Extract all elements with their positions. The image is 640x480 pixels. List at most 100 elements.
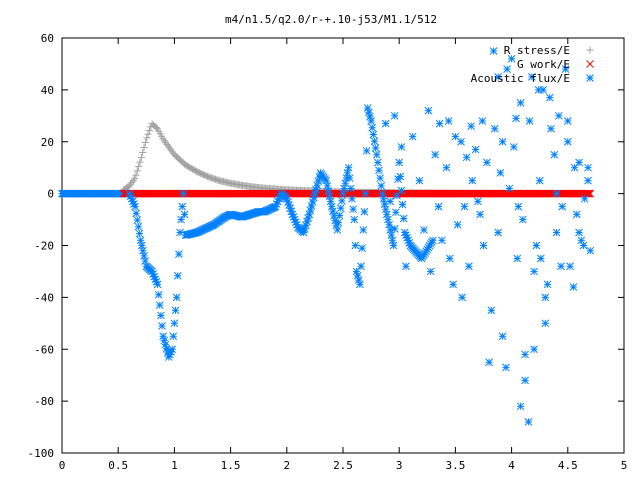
acoustic-flux-point bbox=[449, 280, 458, 289]
acoustic-flux-point bbox=[173, 271, 182, 280]
x-tick-label: 4.5 bbox=[558, 459, 578, 472]
acoustic-flux-point bbox=[453, 220, 462, 229]
acoustic-flux-point bbox=[336, 204, 345, 213]
acoustic-flux-point bbox=[438, 236, 446, 245]
acoustic-flux-point bbox=[483, 158, 491, 167]
acoustic-flux-point bbox=[179, 189, 188, 198]
acoustic-flux-point bbox=[527, 73, 536, 81]
acoustic-flux-point bbox=[362, 146, 371, 155]
acoustic-flux-point bbox=[333, 226, 342, 234]
acoustic-flux-point bbox=[327, 202, 336, 211]
acoustic-flux-point bbox=[552, 228, 561, 237]
acoustic-flux-point bbox=[344, 163, 353, 172]
acoustic-flux-point bbox=[478, 117, 487, 125]
acoustic-flux-point bbox=[168, 345, 177, 354]
acoustic-flux-point bbox=[479, 241, 488, 250]
acoustic-flux-point bbox=[545, 93, 554, 102]
acoustic-flux-point bbox=[557, 262, 565, 271]
acoustic-flux-point bbox=[349, 205, 357, 214]
acoustic-flux-point bbox=[357, 262, 365, 271]
acoustic-flux-point bbox=[397, 143, 406, 151]
acoustic-flux-point bbox=[381, 205, 390, 214]
acoustic-flux-point bbox=[554, 111, 563, 120]
acoustic-flux-point bbox=[360, 207, 369, 216]
acoustic-flux-point bbox=[340, 184, 348, 193]
acoustic-flux-point bbox=[137, 241, 146, 250]
acoustic-flux-point bbox=[159, 332, 168, 341]
r-stress-point bbox=[140, 143, 148, 151]
acoustic-flux-point bbox=[550, 150, 559, 159]
acoustic-flux-point bbox=[390, 111, 399, 120]
acoustic-flux-point bbox=[170, 319, 179, 328]
acoustic-flux-point bbox=[468, 176, 477, 185]
acoustic-flux-point bbox=[351, 241, 360, 250]
acoustic-flux-point bbox=[445, 254, 454, 263]
acoustic-flux-point bbox=[371, 144, 380, 152]
acoustic-flux-point bbox=[494, 73, 502, 81]
acoustic-flux-point bbox=[131, 202, 139, 211]
y-tick-label: 0 bbox=[47, 188, 54, 201]
acoustic-flux-point bbox=[375, 166, 383, 175]
axis-ticks: 0 0.5 1 1.5 2 2.5 3 3.5 4 4.5 5 -100 -80 -60 -40 -20 0 20… bbox=[28, 32, 628, 472]
r-stress-point bbox=[133, 167, 141, 175]
y-tick-label: 40 bbox=[41, 84, 54, 97]
acoustic-flux-point bbox=[387, 231, 396, 239]
acoustic-flux-point bbox=[350, 215, 359, 224]
y-tick-label: -80 bbox=[34, 395, 54, 408]
r-stress-point bbox=[144, 130, 152, 138]
acoustic-flux-point bbox=[175, 250, 183, 258]
acoustic-flux-point bbox=[489, 47, 498, 55]
x-tick-label: 1 bbox=[171, 459, 178, 472]
acoustic-flux-point bbox=[353, 271, 362, 280]
acoustic-flux-point bbox=[180, 210, 189, 219]
acoustic-flux-point bbox=[451, 132, 460, 141]
acoustic-flux-point bbox=[541, 319, 550, 328]
acoustic-flux-point bbox=[396, 172, 405, 181]
y-tick-label: -40 bbox=[34, 291, 54, 304]
acoustic-flux-point bbox=[502, 363, 510, 372]
acoustic-flux-point bbox=[338, 197, 346, 205]
acoustic-flux-point bbox=[420, 226, 428, 234]
acoustic-flux-point bbox=[158, 322, 166, 330]
acoustic-flux-point bbox=[494, 228, 502, 237]
acoustic-flux-point bbox=[381, 119, 390, 128]
acoustic-flux-point bbox=[516, 402, 525, 411]
data-layer bbox=[58, 47, 595, 426]
r-stress-point bbox=[152, 124, 160, 132]
acoustic-flux-point bbox=[444, 117, 453, 125]
acoustic-flux-point bbox=[536, 254, 545, 263]
acoustic-flux-point bbox=[524, 418, 533, 426]
acoustic-flux-point bbox=[363, 104, 372, 112]
acoustic-flux-point bbox=[462, 153, 471, 162]
acoustic-flux-point bbox=[171, 306, 180, 315]
x-tick-label: 2.5 bbox=[333, 459, 353, 472]
acoustic-flux-point bbox=[424, 106, 433, 115]
acoustic-flux-point bbox=[376, 174, 384, 182]
acoustic-flux-point bbox=[334, 218, 343, 227]
acoustic-flux-point bbox=[408, 132, 417, 141]
acoustic-flux-point bbox=[345, 174, 354, 182]
acoustic-flux-point bbox=[378, 189, 387, 198]
acoustic-flux-point bbox=[402, 262, 410, 271]
acoustic-flux-point bbox=[513, 254, 522, 263]
r-stress-point bbox=[132, 171, 140, 179]
acoustic-flux-point bbox=[169, 332, 178, 341]
acoustic-flux-point bbox=[399, 214, 408, 223]
chart-title: m4/n1.5/q2.0/r-+.10-j53/M1.1/512 bbox=[225, 13, 437, 26]
acoustic-flux-point bbox=[391, 208, 400, 217]
acoustic-flux-point bbox=[153, 280, 162, 289]
acoustic-flux-point bbox=[426, 267, 435, 276]
legend-label: G work/E bbox=[517, 58, 570, 71]
acoustic-flux-point bbox=[364, 108, 373, 117]
acoustic-flux-point bbox=[415, 176, 424, 185]
acoustic-flux-point bbox=[476, 210, 484, 219]
acoustic-flux-point bbox=[541, 293, 550, 302]
acoustic-flux-point bbox=[503, 65, 511, 73]
acoustic-flux-point bbox=[516, 98, 525, 107]
acoustic-flux-point bbox=[141, 257, 150, 265]
acoustic-flux-point bbox=[429, 236, 437, 245]
acoustic-flux-point bbox=[395, 158, 404, 167]
acoustic-flux-point bbox=[368, 123, 377, 132]
